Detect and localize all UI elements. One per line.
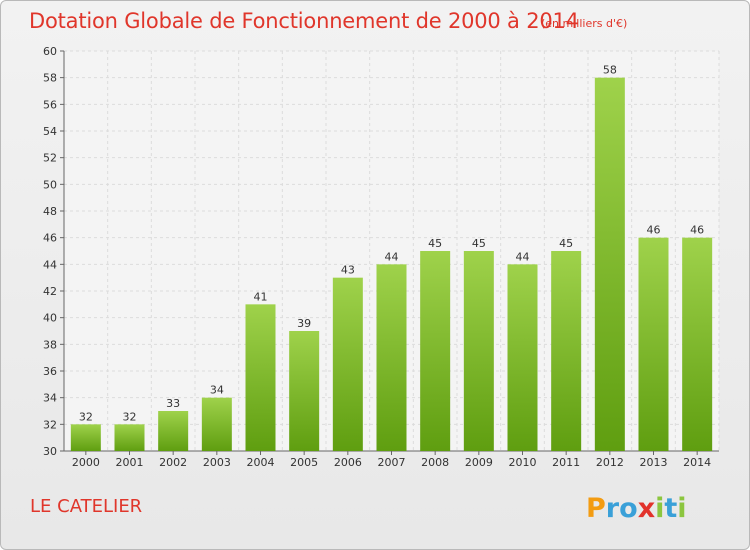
bar-value-label: 45: [472, 237, 486, 250]
bar: [507, 264, 538, 451]
logo-letter: r: [606, 493, 620, 524]
chart-unit: (en milliers d'€): [541, 17, 628, 30]
logo-letter: t: [664, 493, 677, 524]
y-tick-label: 34: [43, 392, 57, 405]
bar-value-label: 39: [297, 317, 311, 330]
x-tick-label: 2011: [552, 456, 580, 469]
bar: [245, 304, 276, 451]
bar-value-label: 34: [210, 384, 224, 397]
y-tick-label: 56: [43, 98, 57, 111]
bar-value-label: 32: [123, 410, 137, 423]
bar: [638, 237, 669, 451]
bar-value-label: 45: [559, 237, 573, 250]
x-tick-label: 2009: [465, 456, 493, 469]
x-tick-label: 2006: [334, 456, 362, 469]
svg-text:Proxiti: Proxiti: [586, 493, 687, 524]
bar: [376, 264, 407, 451]
bar-value-label: 46: [647, 224, 661, 237]
bar-layer: [70, 77, 713, 452]
y-tick-label: 32: [43, 418, 57, 431]
x-tick-label: 2000: [72, 456, 100, 469]
bar: [420, 251, 451, 451]
bar-value-label: 46: [690, 224, 704, 237]
x-tick-label: 2010: [509, 456, 537, 469]
logo-letter: P: [586, 493, 606, 524]
x-tick-label: 2013: [640, 456, 668, 469]
proxiti-logo: Proxiti: [586, 493, 687, 524]
bar: [289, 331, 320, 451]
x-tick-label: 2004: [247, 456, 275, 469]
y-tick-label: 38: [43, 338, 57, 351]
y-tick-label: 42: [43, 285, 57, 298]
logo-letter: i: [677, 493, 686, 524]
bar: [158, 411, 189, 451]
x-tick-label: 2005: [290, 456, 318, 469]
logo-letter: i: [655, 493, 664, 524]
y-tick-label: 50: [43, 178, 57, 191]
bar: [594, 77, 625, 452]
bar-value-label: 45: [428, 237, 442, 250]
y-tick-label: 44: [43, 258, 57, 271]
x-tick-label: 2012: [596, 456, 624, 469]
y-tick-label: 36: [43, 365, 57, 378]
bar-value-label: 33: [166, 397, 180, 410]
y-tick-label: 30: [43, 445, 57, 458]
logo-letter: o: [619, 493, 638, 524]
x-tick-label: 2007: [378, 456, 406, 469]
bar: [201, 397, 232, 451]
bar-value-label: 41: [254, 290, 268, 303]
bar: [70, 424, 101, 451]
bar: [114, 424, 145, 451]
bar: [551, 251, 582, 451]
x-tick-label: 2003: [203, 456, 231, 469]
logo-letter: x: [638, 493, 655, 524]
y-tick-label: 54: [43, 125, 57, 138]
x-tick-label: 2002: [159, 456, 187, 469]
bar-value-label: 32: [79, 410, 93, 423]
y-tick-label: 52: [43, 152, 57, 165]
x-tick-label: 2014: [683, 456, 711, 469]
bar-value-label: 43: [341, 264, 355, 277]
x-tick-label: 2008: [421, 456, 449, 469]
bar: [682, 237, 713, 451]
y-tick-label: 60: [43, 45, 57, 58]
y-tick-label: 40: [43, 312, 57, 325]
y-tick-label: 48: [43, 205, 57, 218]
label-layer: 32 32 33 34 41 39 43 44 45 45 44 45 58 46 46: [79, 64, 704, 424]
bar-value-label: 44: [385, 250, 399, 263]
bar: [332, 277, 363, 451]
bar: [463, 251, 494, 451]
bar-value-label: 58: [603, 64, 617, 77]
chart-title: Dotation Globale de Fonctionnement de 20…: [29, 9, 579, 33]
x-tick-label: 2001: [116, 456, 144, 469]
bar-value-label: 44: [516, 250, 530, 263]
y-tick-label: 58: [43, 72, 57, 85]
y-tick-label: 46: [43, 232, 57, 245]
commune-name: LE CATELIER: [30, 496, 143, 517]
